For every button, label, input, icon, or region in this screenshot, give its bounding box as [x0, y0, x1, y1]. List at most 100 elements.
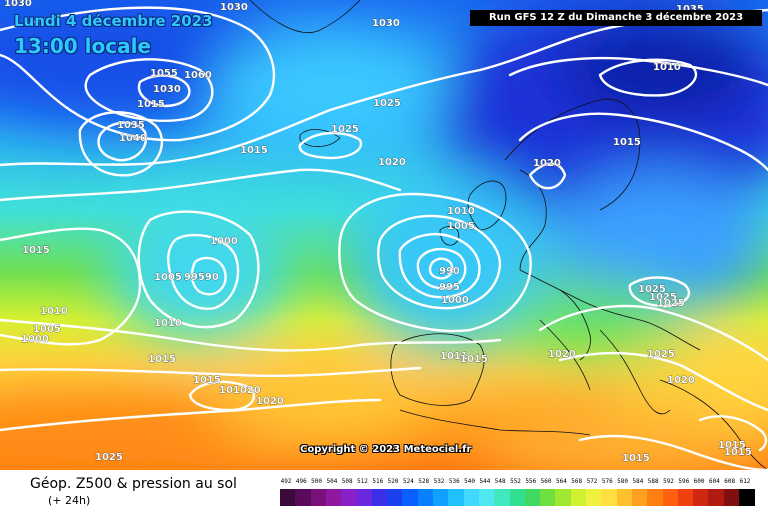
isobar-label: 1015 [137, 99, 165, 110]
scale-tick-label: 492 [280, 478, 292, 485]
isobar-label: 1025 [638, 284, 666, 295]
isobar-label: 1015 [613, 137, 641, 148]
legend-title: Géop. Z500 & pression au sol [30, 476, 237, 492]
isobar-label: 1025 [647, 349, 675, 360]
scale-swatch [310, 489, 327, 506]
map-canvas: 1030 1030 1030 1035 1055 1060 1030 1015 … [0, 0, 768, 470]
scale-tick-label: 548 [494, 478, 506, 485]
weather-map: 1030 1030 1030 1035 1055 1060 1030 1015 … [0, 0, 768, 470]
scale-tick-label: 496 [295, 478, 307, 485]
legend-subtitle: (+ 24h) [48, 494, 91, 507]
isobar-label: 1015 [22, 245, 50, 256]
scale-swatch [677, 489, 694, 506]
coastlines [249, 0, 768, 470]
scale-swatch [417, 489, 434, 506]
isobar-label: 1010 [40, 306, 68, 317]
color-scale: 492 496 500 504 508 512 516 520 524 528 532 536 540 5… [280, 478, 755, 508]
scale-swatch [723, 489, 740, 506]
isobar-label: 1010 [447, 206, 475, 217]
scale-swatch [540, 489, 556, 506]
scale-tick-label: 544 [479, 478, 491, 485]
scale-tick-label: 500 [311, 478, 323, 485]
scale-tick-label: 552 [510, 478, 521, 485]
isobar-label: 1025 [649, 292, 677, 303]
isobar-label: 1025 [657, 298, 685, 309]
scale-swatch [402, 489, 419, 506]
scale-tick-label: 540 [464, 478, 476, 485]
isobar-label: 1025 [95, 452, 123, 463]
isobar-label: 1015 [193, 375, 221, 386]
isobar-label: 995 [439, 282, 460, 293]
isobar-label: 1055 [150, 68, 178, 79]
isobar-label: 1000 [441, 295, 469, 306]
scale-tick-label: 580 [617, 478, 629, 485]
isobar-label: 1015 [622, 453, 650, 464]
scale-tick-label: 520 [387, 478, 399, 485]
scale-tick-label: 556 [525, 478, 537, 485]
scale-swatch [555, 489, 572, 506]
isobar-label: 1011 [440, 351, 468, 362]
isobar-label: 1015 [718, 440, 746, 451]
scale-tick-label: 528 [418, 478, 430, 485]
scale-tick-label: 592 [663, 478, 674, 485]
scale-swatch [494, 489, 510, 506]
scale-tick-label: 560 [540, 478, 552, 485]
isobar-label: 1020 [548, 349, 576, 360]
scale-tick-label: 512 [357, 478, 368, 485]
isobar-label: 1005 [447, 221, 475, 232]
scale-tick-label: 532 [433, 478, 445, 485]
scale-tick-label: 600 [693, 478, 705, 485]
isobar-label: 1025 [373, 98, 401, 109]
scale-swatch [616, 489, 633, 506]
scale-tick-label: 588 [647, 478, 659, 485]
scale-swatch [601, 489, 618, 506]
isobar-label: 1030 [4, 0, 32, 9]
scale-swatch [280, 489, 296, 506]
scale-tick-label: 612 [739, 478, 751, 485]
isobar-label: 1010 [653, 62, 681, 73]
isobar-label: 1015 [148, 354, 176, 365]
scale-tick-label: 576 [601, 478, 613, 485]
scale-tick-label: 596 [678, 478, 690, 485]
isobars [0, 6, 768, 470]
isobar-label: 1040 [119, 133, 147, 144]
isobar-label: 1015 [460, 354, 488, 365]
scale-tick-label: 608 [724, 478, 736, 485]
scale-swatch [524, 489, 541, 506]
isobar-label: 1000 [21, 334, 49, 345]
scale-tick-label: 568 [571, 478, 583, 485]
scale-swatch [739, 489, 755, 506]
isobar-label: 1010 [154, 318, 182, 329]
isobar-label: 101020 [219, 385, 261, 396]
isobar-label: 1020 [256, 396, 284, 407]
isobar-label: 1060 [184, 70, 212, 81]
scale-tick-label: 572 [586, 478, 598, 485]
scale-swatch [708, 489, 725, 506]
isobar-label: 1025 [331, 124, 359, 135]
scale-swatch [693, 489, 709, 506]
isobar-label: 1020 [667, 375, 695, 386]
isobar-label: 1005 [33, 324, 61, 335]
scale-swatch [433, 489, 449, 506]
isobar-label: 1005 [154, 272, 182, 283]
scale-tick-label: 524 [402, 478, 414, 485]
scale-swatch [570, 489, 587, 506]
scale-tick-label: 516 [372, 478, 384, 485]
scale-swatch [448, 489, 465, 506]
isobar-label: 1030 [153, 84, 181, 95]
scale-swatch [586, 489, 602, 506]
scale-swatch [662, 489, 679, 506]
scale-tick-label: 584 [632, 478, 644, 485]
scale-swatch [463, 489, 480, 506]
scale-swatch [356, 489, 373, 506]
scale-swatch [371, 489, 388, 506]
scale-tick-label: 504 [326, 478, 338, 485]
scale-swatch [478, 489, 495, 506]
forecast-time: 13:00 locale [14, 34, 151, 58]
isobar-label: 1030 [372, 18, 400, 29]
isobar-label: 1020 [533, 158, 561, 169]
isobar-labels: 1030 1030 1030 1035 1055 1060 1030 1015 … [4, 0, 752, 464]
isobar-label: 990 [439, 266, 460, 277]
scale-swatch [631, 489, 648, 506]
geopotential-color-blobs [0, 0, 768, 470]
